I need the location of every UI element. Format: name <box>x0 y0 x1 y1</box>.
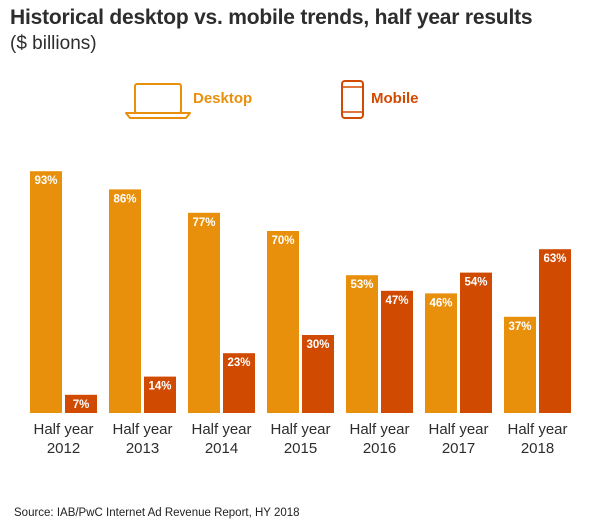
category-label-2014-line1: Half year <box>191 421 251 438</box>
data-label-desktop-2013: 86% <box>113 193 136 205</box>
bar-desktop-2015 <box>267 231 299 413</box>
bar-desktop-2013 <box>109 189 141 413</box>
laptop-icon <box>125 83 191 119</box>
category-label-2015-line2: 2015 <box>284 440 317 457</box>
data-label-desktop-2018: 37% <box>508 321 531 333</box>
category-label-2013-line1: Half year <box>112 421 172 438</box>
data-label-mobile-2013: 14% <box>148 381 171 393</box>
bar-mobile-2014 <box>223 353 255 413</box>
data-label-mobile-2014: 23% <box>227 357 250 369</box>
bar-mobile-2018 <box>539 249 571 413</box>
bar-desktop-2017 <box>425 293 457 413</box>
data-label-desktop-2017: 46% <box>429 297 452 309</box>
bar-desktop-2014 <box>188 212 220 413</box>
legend-label-desktop: Desktop <box>193 90 252 107</box>
chart-subtitle: ($ billions) <box>10 33 97 54</box>
bar-mobile-2015 <box>302 335 334 413</box>
category-label-2018-line1: Half year <box>507 421 567 438</box>
bar-mobile-2016 <box>381 290 413 413</box>
data-label-mobile-2018: 63% <box>543 253 566 265</box>
category-label-2012-line2: 2012 <box>47 440 80 457</box>
category-label-2013-line2: 2013 <box>126 440 159 457</box>
data-label-mobile-2017: 54% <box>464 277 487 289</box>
category-label-2016-line1: Half year <box>349 421 409 438</box>
legend-item-desktop: Desktop <box>125 83 252 119</box>
category-label-2016-line2: 2016 <box>363 440 396 457</box>
data-label-mobile-2016: 47% <box>385 295 408 307</box>
data-label-mobile-2012: 7% <box>73 399 90 411</box>
bar-desktop-2018 <box>504 316 536 413</box>
legend-item-mobile: Mobile <box>341 80 419 119</box>
bar-desktop-2012 <box>30 171 62 413</box>
category-label-2012-line1: Half year <box>33 421 93 438</box>
category-label-2017-line2: 2017 <box>442 440 475 457</box>
bar-mobile-2012 <box>65 394 97 413</box>
source-note: Source: IAB/PwC Internet Ad Revenue Repo… <box>14 507 300 519</box>
data-label-desktop-2015: 70% <box>271 235 294 247</box>
data-label-desktop-2016: 53% <box>350 279 373 291</box>
data-label-mobile-2015: 30% <box>306 339 329 351</box>
data-label-desktop-2012: 93% <box>34 175 57 187</box>
bar-desktop-2016 <box>346 275 378 413</box>
chart-title: Historical desktop vs. mobile trends, ha… <box>10 6 533 29</box>
category-label-2018-line2: 2018 <box>521 440 554 457</box>
data-label-desktop-2014: 77% <box>192 217 215 229</box>
legend-label-mobile: Mobile <box>371 90 419 107</box>
category-label-2017-line1: Half year <box>428 421 488 438</box>
category-label-2014-line2: 2014 <box>205 440 238 457</box>
bar-mobile-2013 <box>144 376 176 413</box>
category-label-2015-line1: Half year <box>270 421 330 438</box>
bar-mobile-2017 <box>460 272 492 413</box>
smartphone-icon <box>341 80 364 119</box>
